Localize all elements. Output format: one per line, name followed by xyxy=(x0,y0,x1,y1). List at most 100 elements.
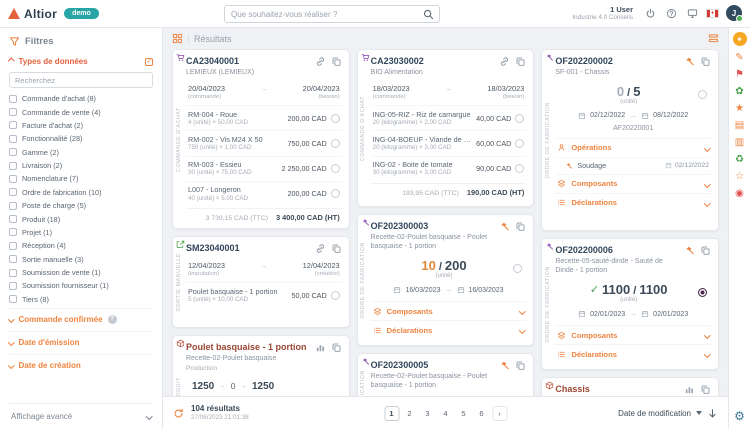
global-search[interactable] xyxy=(224,5,440,23)
canada-flag-icon[interactable]: ♦ xyxy=(706,8,719,18)
favorite-icon[interactable]: ☆ xyxy=(735,171,744,182)
tools-icon[interactable] xyxy=(684,245,695,256)
page-button-6[interactable]: 6 xyxy=(474,406,489,421)
checkbox-icon[interactable] xyxy=(9,201,17,210)
item-select-radio[interactable] xyxy=(330,189,340,199)
card-title-link[interactable]: Chassis xyxy=(555,384,590,395)
user-avatar[interactable]: J xyxy=(726,5,743,23)
help-icon[interactable] xyxy=(664,6,678,20)
item-select-radio[interactable] xyxy=(515,164,525,174)
components-section[interactable]: Composants xyxy=(555,325,712,344)
recycle-icon[interactable]: ♻ xyxy=(735,154,744,165)
grid-view-icon[interactable] xyxy=(172,33,183,44)
target-icon[interactable]: ◉ xyxy=(735,188,744,199)
card-purchase-order[interactable]: COMMANDE D'ACHAT CA23040001 LEMIEUX (LEM… xyxy=(172,49,350,230)
link-icon[interactable] xyxy=(499,56,510,67)
item-select-radio[interactable] xyxy=(515,139,525,149)
card-title-link[interactable]: OF202300005 xyxy=(370,360,429,371)
filter-section-data-types[interactable]: Types de données xyxy=(8,54,153,69)
filter-type-item[interactable]: Ordre de fabrication (10) xyxy=(9,186,153,199)
filter-type-item[interactable]: Soumission de vente (1) xyxy=(9,266,153,279)
item-select-radio[interactable] xyxy=(330,290,340,300)
assistant-avatar-icon[interactable]: ✦ xyxy=(732,32,747,46)
filter-type-item[interactable]: Projet (1) xyxy=(9,226,153,239)
help-icon[interactable]: ? xyxy=(107,314,117,324)
select-all-checkbox[interactable] xyxy=(145,57,153,66)
item-select-radio[interactable] xyxy=(515,113,525,123)
filter-type-item[interactable]: Facture d'achat (2) xyxy=(9,119,153,132)
operations-section[interactable]: Opérations xyxy=(555,137,712,157)
settings-gear-icon[interactable]: ⚙ xyxy=(734,409,745,423)
filter-type-item[interactable]: Sortie manuelle (3) xyxy=(9,253,153,266)
checkbox-icon[interactable] xyxy=(9,188,17,197)
copy-icon[interactable] xyxy=(331,56,342,67)
item-select-radio[interactable] xyxy=(330,164,340,174)
filter-section-header[interactable]: Date d'émission xyxy=(8,331,153,352)
filter-type-item[interactable]: Livraison (2) xyxy=(9,159,153,172)
filter-type-item[interactable]: Fonctionnalité (28) xyxy=(9,132,153,145)
page-button-1[interactable]: 1 xyxy=(384,405,399,421)
sort-dropdown[interactable]: Date de modification xyxy=(618,408,718,419)
list-view-toggle-icon[interactable] xyxy=(708,33,719,44)
chart-icon[interactable]: ▥ xyxy=(734,137,745,148)
link-icon[interactable] xyxy=(315,243,326,254)
checkbox-icon[interactable] xyxy=(9,241,17,250)
copy-icon[interactable] xyxy=(515,56,526,67)
next-page-button[interactable]: › xyxy=(492,405,507,421)
power-icon[interactable] xyxy=(643,6,657,20)
card-purchase-order[interactable]: COMMANDE D'ACHAT CA23030002 BIO Alimenta… xyxy=(356,49,535,207)
copy-icon[interactable] xyxy=(700,384,711,395)
page-button-3[interactable]: 3 xyxy=(420,406,435,421)
of-select-radio[interactable] xyxy=(513,264,523,274)
checkbox-icon[interactable] xyxy=(9,121,17,130)
search-icon[interactable] xyxy=(417,6,439,22)
item-select-radio[interactable] xyxy=(330,113,340,123)
card-manual-issue[interactable]: SORTIE MANUELLE SM23040001 12/04/2023 (im… xyxy=(172,236,350,329)
global-search-input[interactable] xyxy=(225,9,417,19)
checkbox-icon[interactable] xyxy=(9,108,17,117)
filter-type-item[interactable]: Réception (4) xyxy=(9,239,153,252)
card-manufacturing-order[interactable]: ORDRE DE FABRICATION OF202300003 Recette… xyxy=(356,214,535,347)
filter-type-item[interactable]: Produit (18) xyxy=(9,212,153,225)
of-reference[interactable]: AF20220001 xyxy=(613,124,654,132)
advanced-display-toggle[interactable]: Affichage avancé xyxy=(9,403,153,429)
card-manufacturing-order[interactable]: ORDRE DE FABRICATION OF202200002 SF-001 … xyxy=(541,49,720,231)
checkbox-icon[interactable] xyxy=(9,281,17,290)
copy-icon[interactable] xyxy=(515,360,526,371)
checkbox-icon[interactable] xyxy=(9,94,17,103)
stock-chart-icon[interactable] xyxy=(684,384,695,395)
filter-type-item[interactable]: Commande de vente (4) xyxy=(9,105,153,118)
filter-section-header[interactable]: Date de création xyxy=(8,354,153,375)
copy-icon[interactable] xyxy=(515,221,526,232)
stock-chart-icon[interactable] xyxy=(315,342,326,353)
card-title-link[interactable]: CA23030002 xyxy=(370,56,424,66)
tools-icon[interactable] xyxy=(499,221,510,232)
declarations-section[interactable]: Déclarations xyxy=(555,344,712,363)
checkbox-icon[interactable] xyxy=(9,174,17,183)
checkbox-icon[interactable] xyxy=(9,134,17,143)
link-icon[interactable] xyxy=(315,56,326,67)
star-icon[interactable]: ★ xyxy=(735,103,744,114)
copy-icon[interactable] xyxy=(331,342,342,353)
filter-type-item[interactable]: Tiers (8) xyxy=(9,293,153,306)
cells-icon[interactable]: ▤ xyxy=(734,120,745,131)
item-select-radio[interactable] xyxy=(330,139,340,149)
flag-marker-icon[interactable]: ⚑ xyxy=(735,69,744,80)
copy-icon[interactable] xyxy=(700,245,711,256)
checkbox-icon[interactable] xyxy=(9,148,17,157)
tools-icon[interactable] xyxy=(684,56,695,67)
declarations-section[interactable]: Déclarations xyxy=(370,320,527,339)
display-icon[interactable] xyxy=(685,6,699,20)
checkbox-icon[interactable] xyxy=(9,295,17,304)
checkbox-icon[interactable] xyxy=(9,215,17,224)
components-section[interactable]: Composants xyxy=(555,173,712,193)
checkbox-icon[interactable] xyxy=(9,228,17,237)
filter-type-item[interactable]: Nomenclature (7) xyxy=(9,172,153,185)
card-title-link[interactable]: OF202300003 xyxy=(370,221,429,231)
checkbox-icon[interactable] xyxy=(9,268,17,277)
refresh-button[interactable] xyxy=(173,408,184,419)
filter-search-input[interactable] xyxy=(9,72,153,88)
sort-direction-icon[interactable] xyxy=(707,408,718,419)
filter-type-item[interactable]: Poste de charge (5) xyxy=(9,199,153,212)
quick-action-icon[interactable]: ✎ xyxy=(735,52,744,63)
